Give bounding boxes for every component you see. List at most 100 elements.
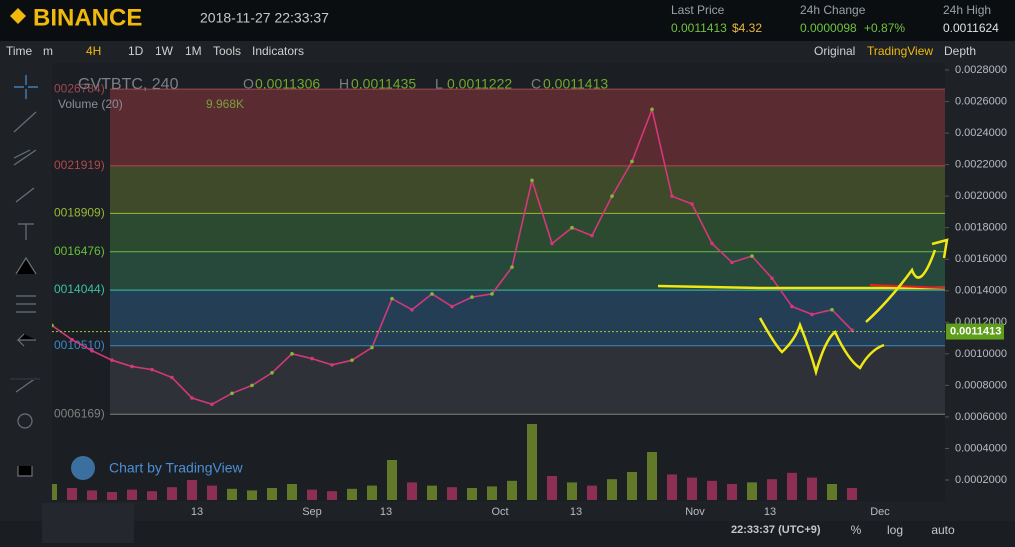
drawn-line [869, 284, 946, 289]
value: 0.0011624 [943, 21, 999, 35]
toolbar-button[interactable]: 1D [128, 44, 144, 58]
price-point [230, 391, 234, 396]
toolbar-button[interactable]: TradingView [867, 44, 933, 58]
y-tick-label: 0.0008000 [955, 379, 1007, 391]
logo-icon [10, 8, 26, 24]
price-point [810, 312, 814, 317]
price-point [570, 225, 574, 230]
fib-band [110, 213, 945, 252]
volume-bar [367, 485, 377, 500]
tool-icons [13, 75, 38, 477]
fib-band [110, 290, 945, 346]
ohlc-value: 0.0011306 [255, 76, 320, 92]
plot: 0026784) 0021919) 0018909) 0016476) 0014044)… [47, 69, 949, 500]
ohlc-value: 0.0011435 [351, 76, 416, 92]
volume-bar [567, 482, 577, 500]
current-label: 0.0011413 [950, 325, 1001, 337]
volume-bar [527, 424, 537, 500]
drawn-line [657, 284, 945, 290]
y-tick-label: 0.0016000 [955, 253, 1007, 265]
logo: BINANCE [33, 4, 142, 31]
y-tick-label: 0.0006000 [955, 411, 1007, 423]
header-bar [0, 0, 1015, 40]
fib-band [110, 251, 945, 291]
fib-band [110, 165, 945, 214]
volume-bar [447, 487, 457, 500]
fib-label: 0006169) [54, 406, 105, 420]
price-point [830, 307, 834, 312]
volume-bar [607, 479, 617, 500]
fib-band [110, 89, 945, 166]
toolbar-button[interactable]: 1M [185, 44, 202, 58]
volume-bar [267, 488, 277, 500]
volume-label: Volume (20) [58, 97, 123, 111]
toolbar-button[interactable]: Time [6, 44, 33, 58]
volume-bar [387, 460, 397, 500]
volume-bar [847, 488, 857, 500]
volume-bar [747, 482, 757, 500]
toolbar-button[interactable]: Indicators [252, 44, 304, 58]
volume-bar [287, 484, 297, 500]
y-tick-label: 0.0010000 [955, 348, 1007, 360]
price-point [770, 276, 774, 280]
toolbar-button[interactable]: Tools [213, 44, 241, 58]
volume-bar [507, 480, 517, 500]
fib-band [110, 345, 945, 415]
ohlc: O 0.0011306 H 0.0011435 L 0.0011222 C 0.0011413 [243, 76, 608, 92]
price-point [670, 194, 674, 198]
footer-bar [0, 521, 1015, 547]
toolbar-button[interactable]: 1W [155, 44, 174, 58]
x-tick-label: 13 [380, 506, 392, 518]
footer-button[interactable]: log [887, 523, 903, 537]
ohlc-key: H [339, 76, 349, 92]
volume-bar [787, 472, 797, 500]
price-axis [945, 63, 1015, 501]
footer-button[interactable]: % [851, 523, 862, 537]
volume-bar [727, 484, 737, 500]
price-point [590, 233, 594, 238]
y-tick-label: 0.0028000 [955, 64, 1007, 76]
current-tag [946, 323, 1004, 340]
volume-bar [67, 488, 77, 500]
price-point [130, 364, 134, 369]
volume-bar [247, 490, 257, 500]
volume-bar [687, 477, 697, 500]
toolbar-button[interactable]: Depth [944, 44, 976, 58]
footer-button[interactable]: auto [931, 523, 955, 537]
volume-bar [427, 485, 437, 500]
drawn-curve [758, 317, 885, 377]
volume-bar [467, 488, 477, 500]
price-point [470, 295, 474, 299]
fib-label: 0014044) [54, 282, 105, 296]
price-point [370, 345, 374, 350]
toolbar-button[interactable]: m [43, 44, 53, 58]
price-point [430, 292, 434, 296]
value: $4.32 [732, 21, 762, 35]
drawn-arrow [865, 238, 949, 323]
volume-bar [587, 485, 597, 500]
volume-bar [207, 485, 217, 500]
volume-bar [127, 489, 137, 500]
volume-bar [707, 480, 717, 500]
divider [10, 378, 40, 380]
price-point [290, 352, 294, 356]
value: 0.0011413 [671, 21, 727, 35]
annotations [657, 238, 949, 377]
y-tick-label: 0.0020000 [955, 190, 1007, 202]
left-toolbar [0, 63, 52, 521]
toolbar [0, 41, 1015, 63]
volume-bar [187, 480, 197, 500]
toolbar-button[interactable]: 4H [86, 44, 101, 58]
ohlc-key: C [531, 76, 541, 92]
y-tick-label: 0.0024000 [955, 127, 1007, 139]
x-tick-label: 13 [191, 506, 203, 518]
price-point [190, 396, 194, 400]
y-tick-label: 0.0026000 [955, 95, 1007, 107]
toolbar-button[interactable]: Original [814, 44, 855, 58]
y-tick-label: 0.0014000 [955, 285, 1007, 297]
y-tick-label: 0.0002000 [955, 474, 1007, 486]
ohlc-key: L [435, 76, 443, 92]
price-point [750, 254, 754, 258]
price-point [210, 402, 214, 407]
